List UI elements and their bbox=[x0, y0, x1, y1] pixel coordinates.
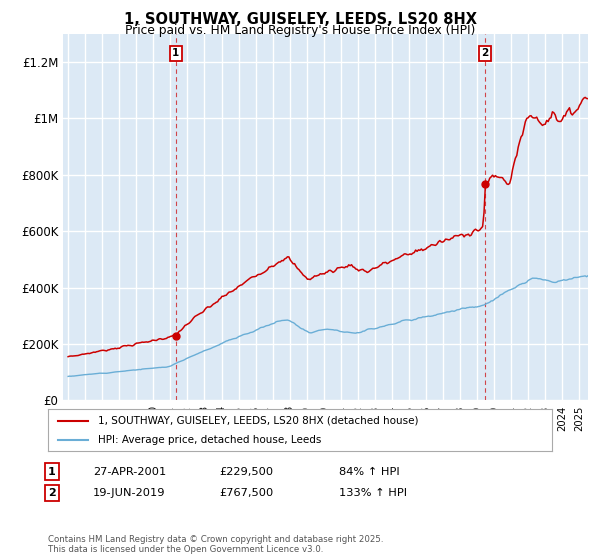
Text: 2: 2 bbox=[48, 488, 56, 498]
Text: 2: 2 bbox=[481, 48, 488, 58]
Text: Price paid vs. HM Land Registry's House Price Index (HPI): Price paid vs. HM Land Registry's House … bbox=[125, 24, 475, 37]
Text: 27-APR-2001: 27-APR-2001 bbox=[93, 466, 166, 477]
Text: 19-JUN-2019: 19-JUN-2019 bbox=[93, 488, 166, 498]
Text: 133% ↑ HPI: 133% ↑ HPI bbox=[339, 488, 407, 498]
Text: 84% ↑ HPI: 84% ↑ HPI bbox=[339, 466, 400, 477]
Text: £767,500: £767,500 bbox=[219, 488, 273, 498]
Text: 1: 1 bbox=[48, 466, 56, 477]
Text: Contains HM Land Registry data © Crown copyright and database right 2025.
This d: Contains HM Land Registry data © Crown c… bbox=[48, 535, 383, 554]
Text: 1, SOUTHWAY, GUISELEY, LEEDS, LS20 8HX (detached house): 1, SOUTHWAY, GUISELEY, LEEDS, LS20 8HX (… bbox=[98, 416, 419, 426]
Text: HPI: Average price, detached house, Leeds: HPI: Average price, detached house, Leed… bbox=[98, 435, 322, 445]
Text: 1: 1 bbox=[172, 48, 179, 58]
Text: 1, SOUTHWAY, GUISELEY, LEEDS, LS20 8HX: 1, SOUTHWAY, GUISELEY, LEEDS, LS20 8HX bbox=[124, 12, 476, 27]
Text: £229,500: £229,500 bbox=[219, 466, 273, 477]
